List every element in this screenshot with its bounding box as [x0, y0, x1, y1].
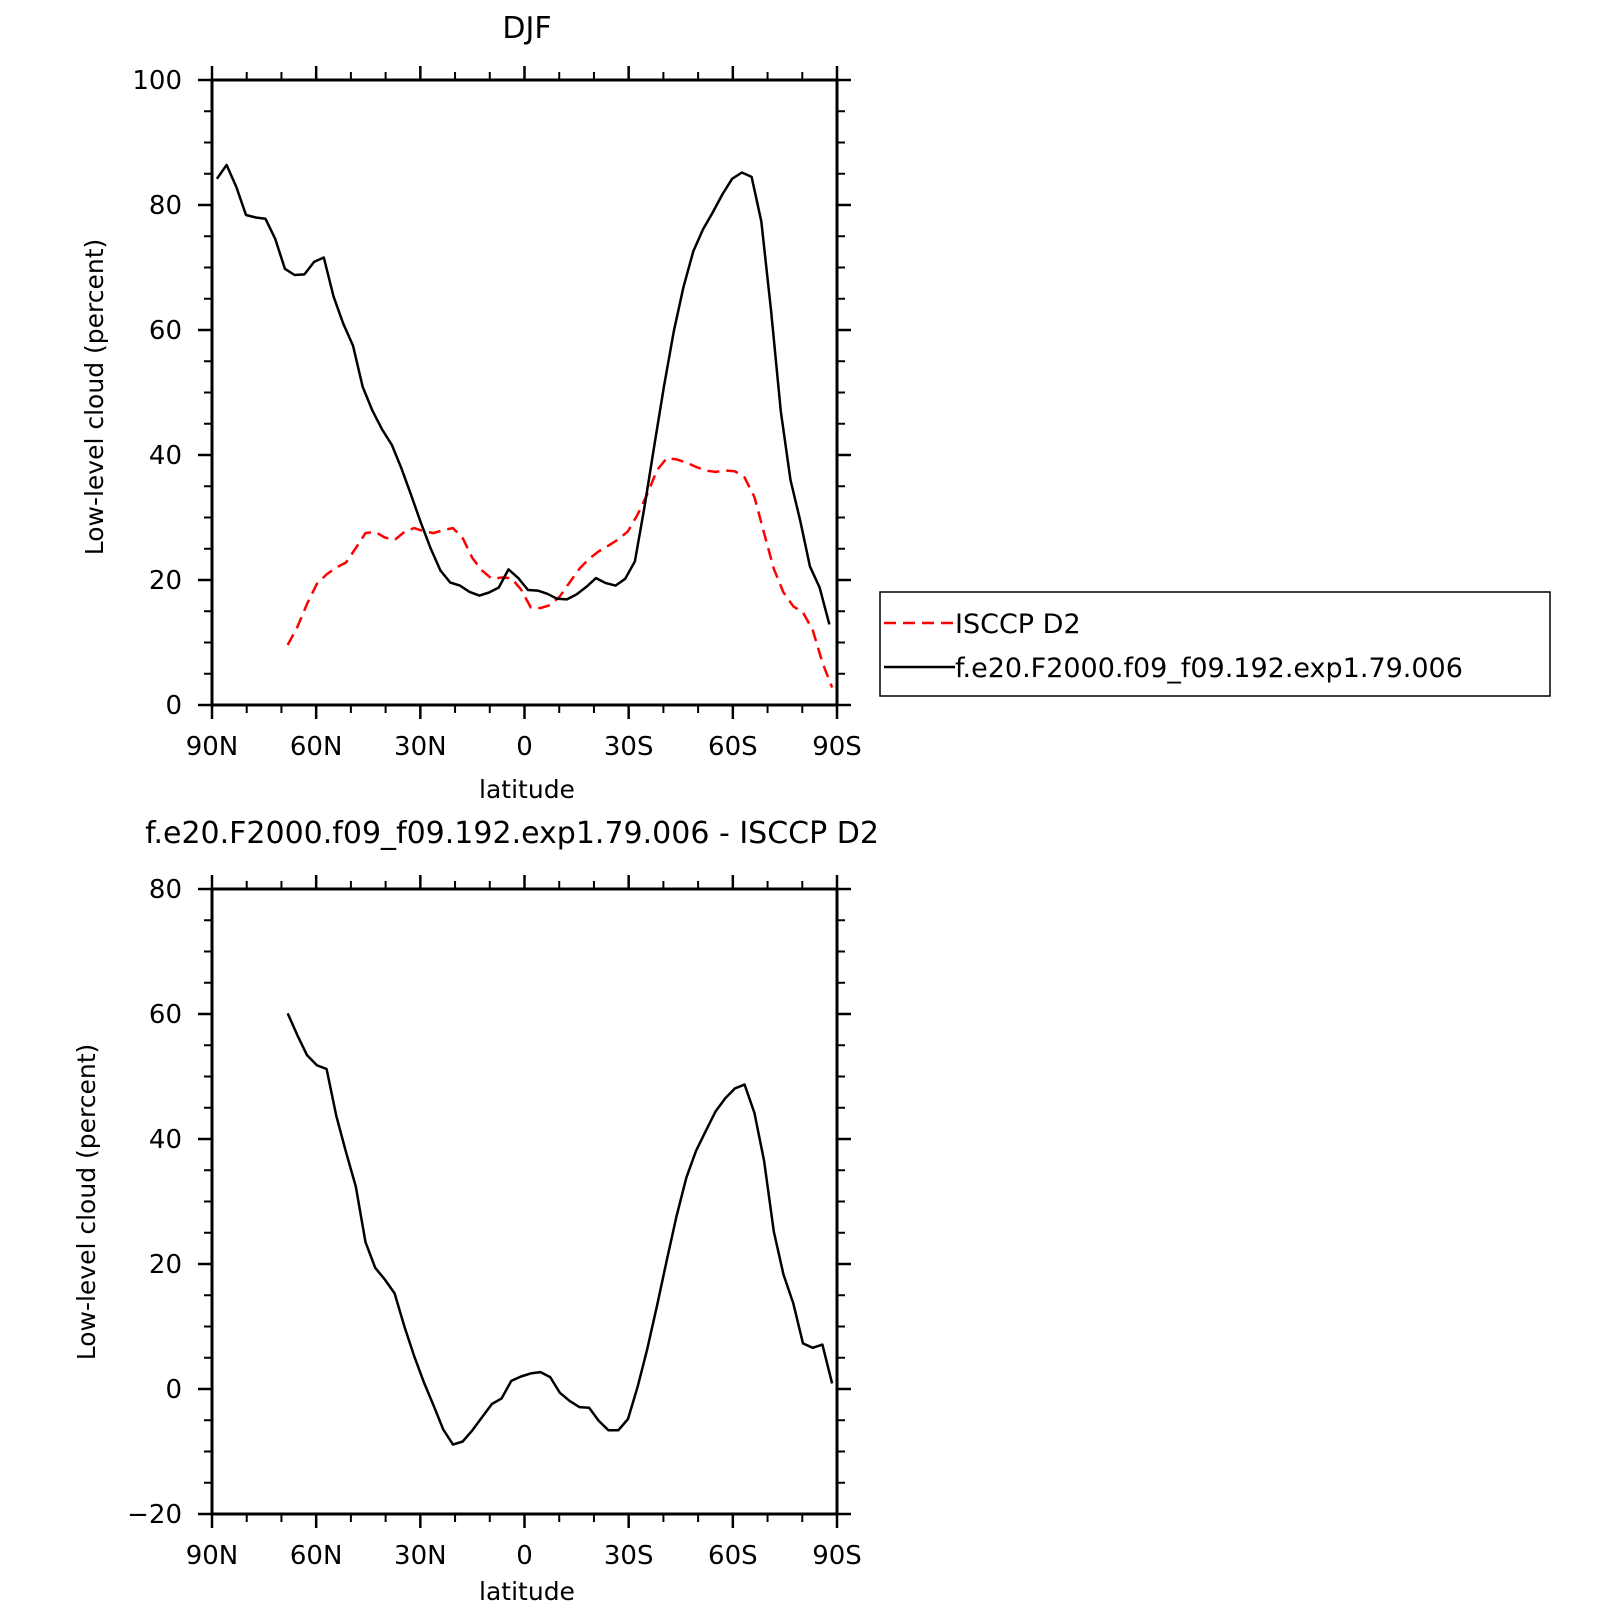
y-tick-label: −20	[127, 1500, 182, 1530]
x-tick-label: 90N	[186, 1541, 239, 1571]
x-tick-label: 60S	[708, 1541, 758, 1571]
x-tick-label: 30N	[394, 1541, 447, 1571]
y-tick-label: 80	[149, 191, 182, 221]
axis-ticks	[198, 66, 851, 719]
legend-label-isccp: ISCCP D2	[955, 609, 1081, 640]
chart-title: DJF	[502, 11, 551, 46]
y-tick-label: 60	[149, 316, 182, 346]
x-tick-label: 60N	[290, 1541, 343, 1571]
x-tick-label: 30S	[604, 1541, 654, 1571]
axis-ticks	[198, 875, 851, 1528]
y-tick-label: 80	[149, 875, 182, 905]
y-axis-label: Low-level cloud (percent)	[80, 239, 109, 556]
y-tick-label: 20	[149, 566, 182, 596]
x-axis-label: latitude	[479, 775, 575, 804]
series-lines	[286, 1012, 834, 1446]
x-tick-label: 60S	[708, 732, 758, 762]
series-line-model	[286, 1012, 834, 1446]
series-lines	[215, 163, 834, 688]
panel-difference: f.e20.F2000.f09_f09.192.exp1.79.006 - IS…	[72, 816, 879, 1606]
panel-djf: DJF Low-level cloud (percent) latitude 9…	[80, 11, 862, 804]
y-tick-label: 40	[149, 441, 182, 471]
y-tick-label: 40	[149, 1125, 182, 1155]
x-tick-label: 0	[516, 1541, 533, 1571]
plot-frame	[210, 78, 839, 707]
y-tick-label: 100	[132, 66, 182, 96]
legend-box	[879, 591, 1551, 697]
x-tick-label: 30S	[604, 732, 654, 762]
tick-labels: 90N 60N 30N 0 30S 60S 90S 0 20 40 60 80 100	[132, 66, 861, 762]
x-axis-label: latitude	[479, 1577, 575, 1606]
x-tick-label: 0	[516, 732, 533, 762]
y-tick-label: 0	[165, 691, 182, 721]
x-tick-label: 90S	[812, 1541, 862, 1571]
y-tick-label: 20	[149, 1250, 182, 1280]
x-tick-label: 60N	[290, 732, 343, 762]
legend-label-model: f.e20.F2000.f09_f09.192.exp1.79.006	[955, 653, 1463, 684]
x-tick-label: 90N	[186, 732, 239, 762]
x-tick-label: 90S	[812, 732, 862, 762]
x-tick-label: 30N	[394, 732, 447, 762]
y-tick-label: 60	[149, 1000, 182, 1030]
chart-title: f.e20.F2000.f09_f09.192.exp1.79.006 - IS…	[145, 816, 879, 851]
y-axis-label: Low-level cloud (percent)	[72, 1044, 101, 1361]
y-tick-label: 0	[165, 1375, 182, 1405]
legend: ISCCP D2 f.e20.F2000.f09_f09.192.exp1.79…	[879, 591, 1551, 697]
series-line-isccp	[286, 456, 834, 688]
plot-frame	[210, 887, 839, 1516]
series-line-model	[215, 163, 831, 625]
tick-labels: 90N 60N 30N 0 30S 60S 90S −20 0 20 40 60 80	[127, 875, 862, 1571]
